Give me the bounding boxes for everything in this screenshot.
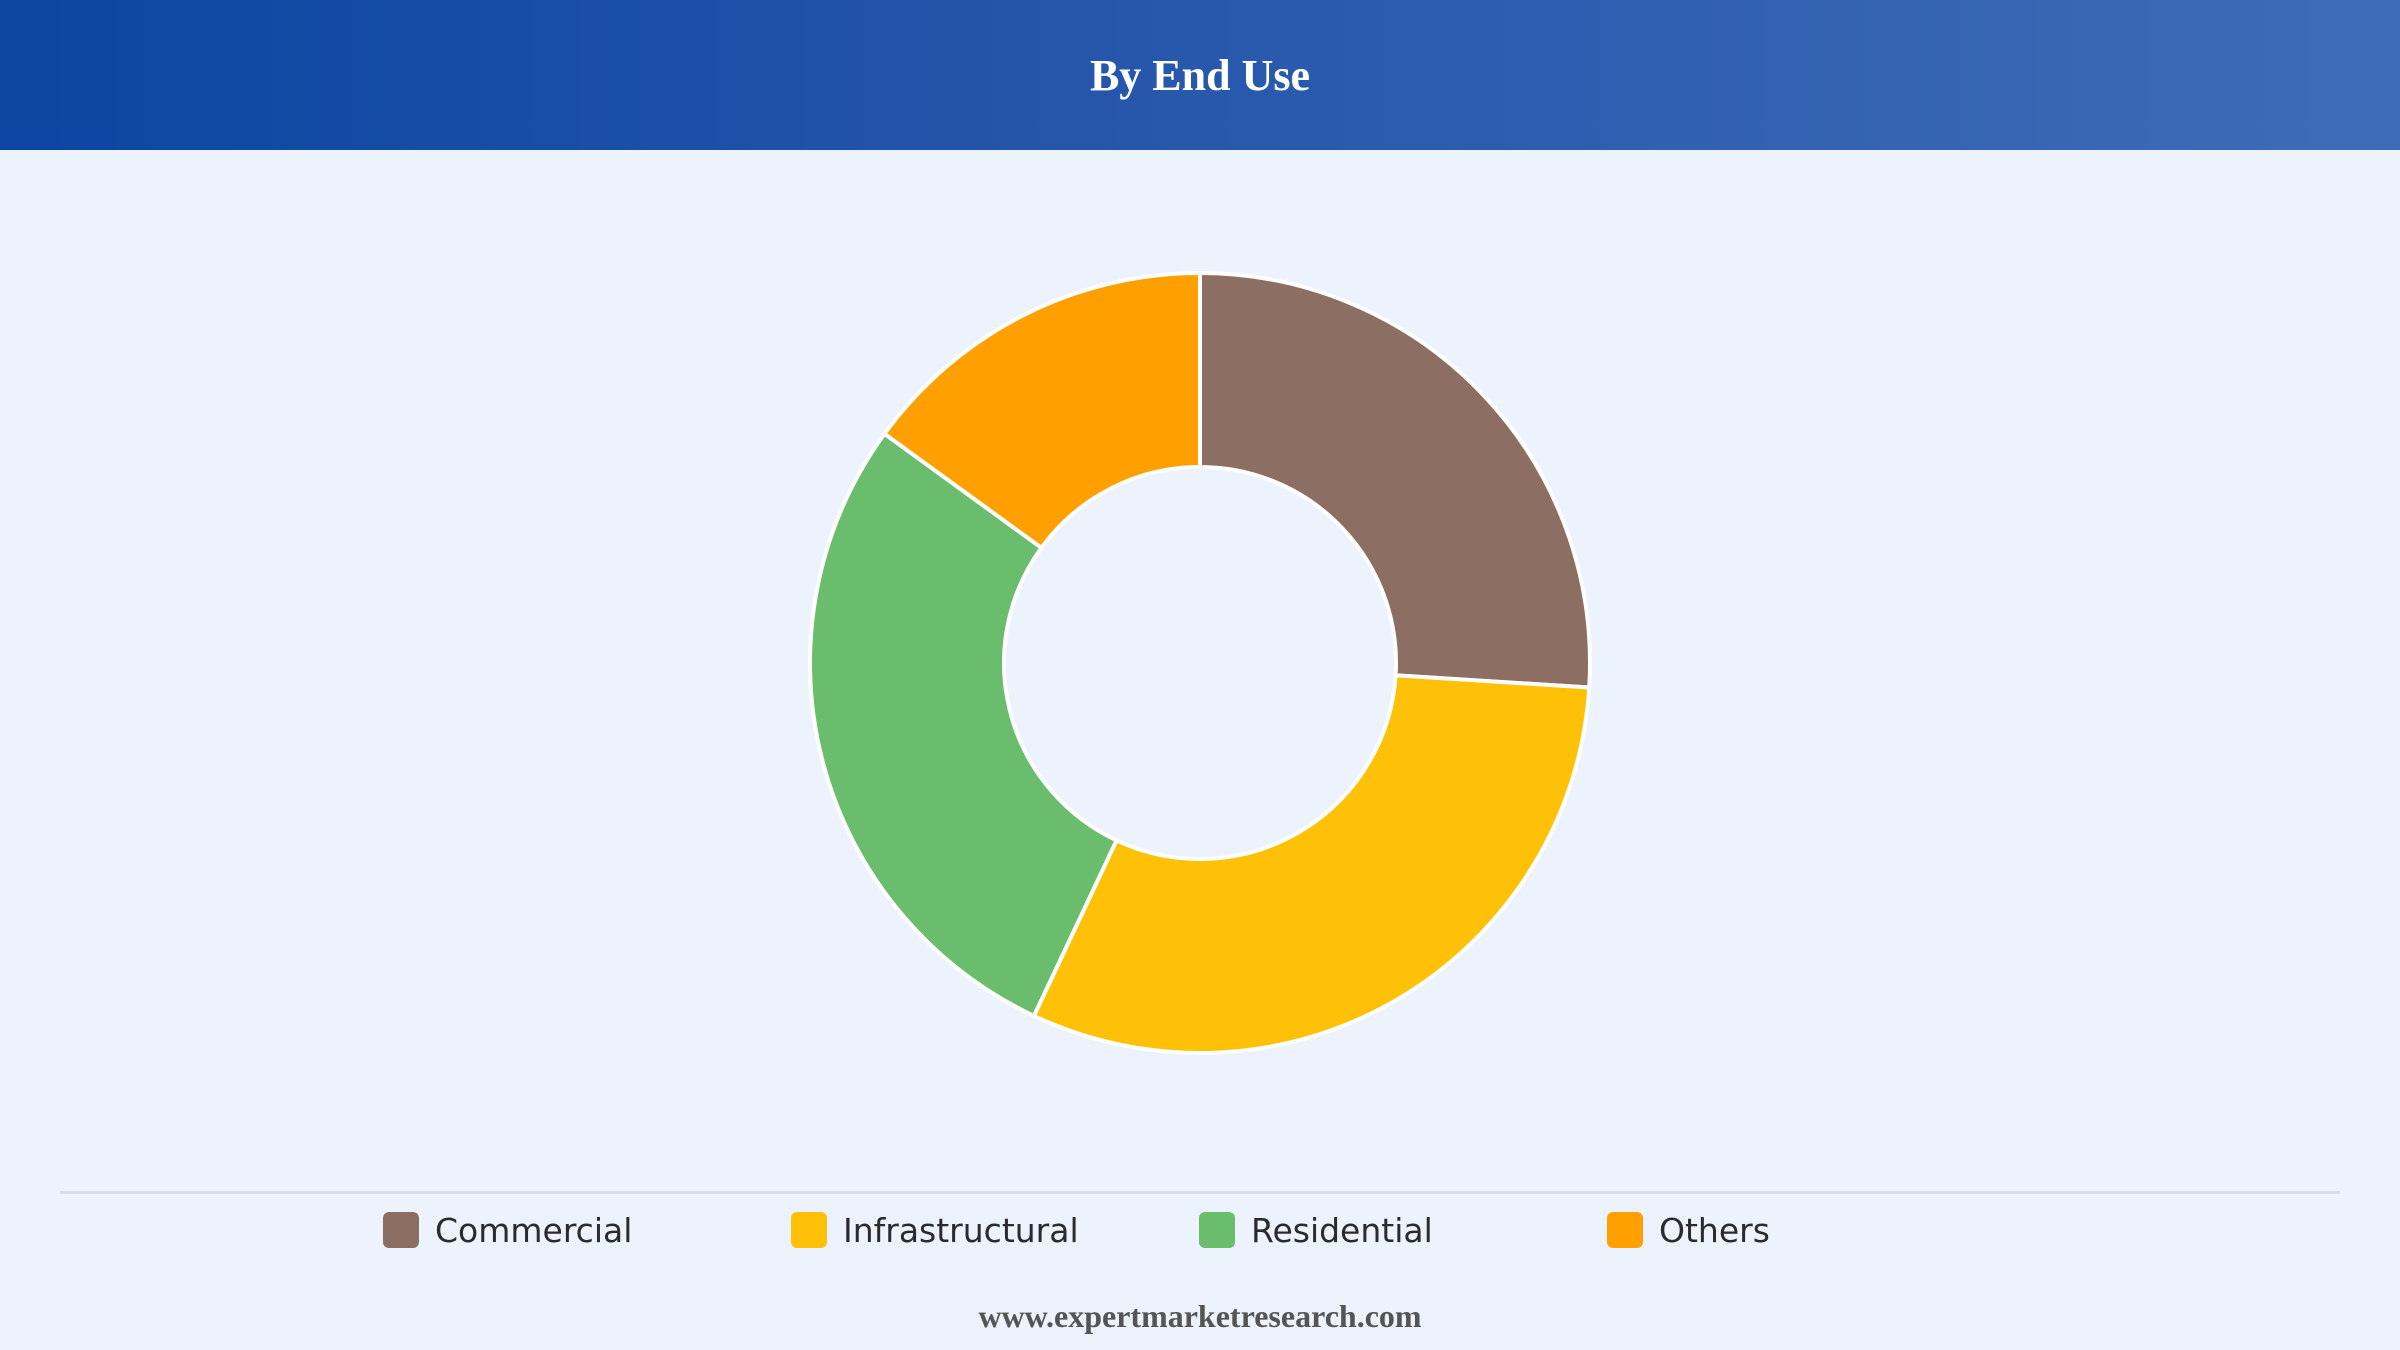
legend-item-others[interactable]: Others xyxy=(1607,1208,1770,1252)
legend-label-infrastructural: Infrastructural xyxy=(843,1210,1079,1250)
legend-divider xyxy=(60,1191,2340,1194)
legend-swatch-commercial xyxy=(383,1212,419,1248)
chart-legend: Commercial Infrastructural Residential O… xyxy=(0,1208,2400,1252)
legend-swatch-residential xyxy=(1199,1212,1235,1248)
legend-label-others: Others xyxy=(1659,1210,1770,1250)
slice-infrastructural[interactable] xyxy=(1031,673,1592,1055)
slice-commercial[interactable] xyxy=(1198,270,1592,690)
legend-item-residential[interactable]: Residential xyxy=(1199,1208,1433,1252)
legend-label-residential: Residential xyxy=(1251,1210,1433,1250)
legend-item-commercial[interactable]: Commercial xyxy=(383,1208,632,1252)
legend-label-commercial: Commercial xyxy=(435,1210,633,1250)
legend-swatch-infrastructural xyxy=(791,1212,827,1248)
source-footer: www.expertmarketresearch.com xyxy=(978,1298,1422,1334)
chart-title: By End Use xyxy=(1089,50,1311,100)
slice-others[interactable] xyxy=(881,270,1202,551)
donut-chart xyxy=(808,270,1592,1055)
slice-residential[interactable] xyxy=(808,430,1120,1019)
legend-item-infrastructural[interactable]: Infrastructural xyxy=(791,1208,1079,1252)
legend-swatch-others xyxy=(1607,1212,1643,1248)
chart-header: By End Use xyxy=(0,0,2400,150)
